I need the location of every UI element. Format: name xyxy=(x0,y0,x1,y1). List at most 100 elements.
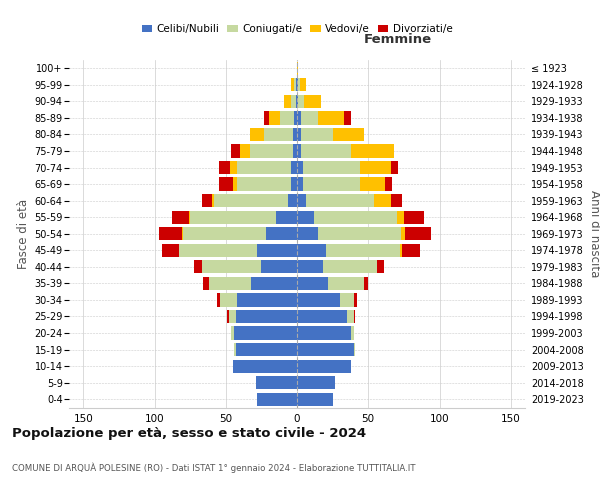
Bar xyxy=(354,343,355,356)
Bar xyxy=(202,194,212,207)
Bar xyxy=(391,194,403,207)
Bar xyxy=(364,277,368,290)
Bar xyxy=(297,343,354,356)
Bar xyxy=(297,194,305,207)
Bar xyxy=(159,227,182,240)
Bar xyxy=(266,227,297,240)
Bar xyxy=(301,128,332,141)
Bar xyxy=(292,178,297,190)
Bar xyxy=(227,310,229,323)
Bar xyxy=(250,144,293,158)
Bar xyxy=(354,310,355,323)
Bar xyxy=(400,244,403,257)
Bar xyxy=(188,210,190,224)
Bar xyxy=(289,194,297,207)
Bar xyxy=(351,144,394,158)
Bar xyxy=(236,310,297,323)
Bar xyxy=(209,277,251,290)
Bar xyxy=(332,128,364,141)
Bar xyxy=(351,326,354,340)
Y-axis label: Anni di nascita: Anni di nascita xyxy=(588,190,600,278)
Bar xyxy=(297,310,347,323)
Bar xyxy=(262,260,297,274)
Bar xyxy=(391,161,398,174)
Bar xyxy=(232,326,235,340)
Bar xyxy=(194,260,202,274)
Bar xyxy=(291,78,294,92)
Bar xyxy=(297,277,328,290)
Bar xyxy=(179,244,257,257)
Bar xyxy=(374,194,391,207)
Bar xyxy=(161,244,179,257)
Bar xyxy=(344,112,351,124)
Bar xyxy=(297,260,323,274)
Text: Popolazione per età, sesso e stato civile - 2024: Popolazione per età, sesso e stato civil… xyxy=(12,428,366,440)
Bar xyxy=(294,78,296,92)
Bar xyxy=(269,112,280,124)
Bar xyxy=(328,277,364,290)
Bar xyxy=(292,161,297,174)
Legend: Celibi/Nubili, Coniugati/e, Vedovi/e, Divorziati/e: Celibi/Nubili, Coniugati/e, Vedovi/e, Di… xyxy=(137,20,457,38)
Bar xyxy=(297,112,301,124)
Bar xyxy=(298,95,304,108)
Bar xyxy=(212,194,214,207)
Bar xyxy=(183,227,266,240)
Bar xyxy=(297,376,335,390)
Bar xyxy=(297,78,298,92)
Bar xyxy=(305,194,374,207)
Bar xyxy=(232,144,240,158)
Bar xyxy=(325,244,400,257)
Bar xyxy=(190,210,275,224)
Bar xyxy=(297,144,301,158)
Bar xyxy=(297,62,298,75)
Bar xyxy=(218,161,230,174)
Bar xyxy=(303,161,360,174)
Bar xyxy=(257,392,297,406)
Bar xyxy=(297,392,332,406)
Bar xyxy=(233,360,297,373)
Bar xyxy=(301,112,319,124)
Bar xyxy=(297,326,351,340)
Bar xyxy=(203,277,209,290)
Bar xyxy=(293,144,297,158)
Bar xyxy=(340,294,354,306)
Bar xyxy=(237,294,297,306)
Bar xyxy=(347,310,354,323)
Bar xyxy=(303,178,360,190)
Bar xyxy=(297,227,319,240)
Bar xyxy=(297,178,303,190)
Text: Femmine: Femmine xyxy=(363,33,431,46)
Bar xyxy=(403,244,419,257)
Bar xyxy=(297,161,303,174)
Bar xyxy=(301,144,351,158)
Bar xyxy=(256,376,297,390)
Bar xyxy=(202,260,262,274)
Bar xyxy=(323,260,377,274)
Bar xyxy=(319,227,401,240)
Y-axis label: Fasce di età: Fasce di età xyxy=(17,198,30,269)
Bar xyxy=(294,112,297,124)
Bar xyxy=(360,178,385,190)
Bar xyxy=(293,128,297,141)
Bar xyxy=(401,227,406,240)
Bar xyxy=(319,112,344,124)
Bar xyxy=(182,227,183,240)
Bar xyxy=(280,112,294,124)
Bar xyxy=(377,260,384,274)
Bar xyxy=(234,343,236,356)
Text: COMUNE DI ARQUÀ POLESINE (RO) - Dati ISTAT 1° gennaio 2024 - Elaborazione TUTTIT: COMUNE DI ARQUÀ POLESINE (RO) - Dati IST… xyxy=(12,462,415,473)
Bar xyxy=(257,244,297,257)
Bar xyxy=(275,210,297,224)
Bar xyxy=(264,128,293,141)
Bar xyxy=(385,178,392,190)
Bar xyxy=(217,294,220,306)
Bar xyxy=(251,277,297,290)
Bar xyxy=(296,78,297,92)
Bar xyxy=(297,294,340,306)
Bar xyxy=(218,178,233,190)
Bar xyxy=(220,294,237,306)
Bar xyxy=(264,112,269,124)
Bar xyxy=(235,326,297,340)
Bar xyxy=(397,210,404,224)
Bar xyxy=(292,95,296,108)
